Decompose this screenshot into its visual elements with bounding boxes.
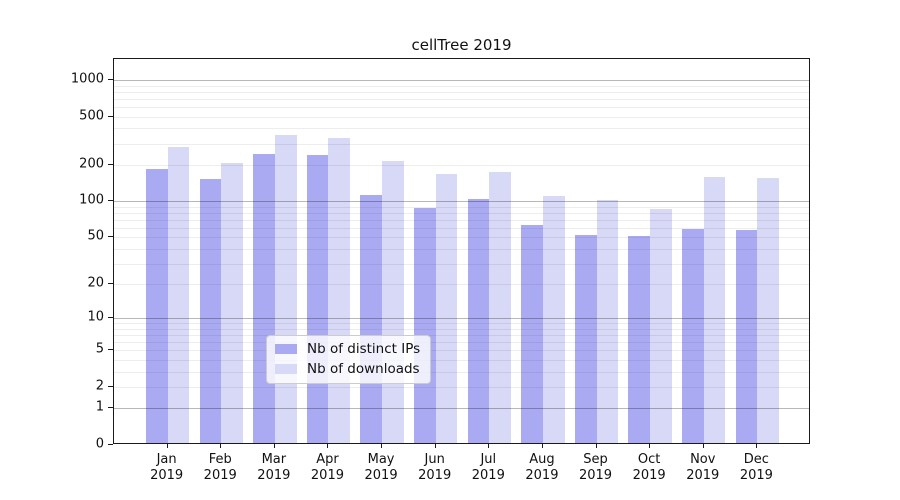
legend-swatch-downloads — [275, 364, 297, 374]
x-tick-label-jan: Jan 2019 — [150, 452, 184, 483]
bar-downloads-jun — [435, 173, 458, 443]
bar-downloads-nov — [703, 177, 726, 443]
y-tick-1000 — [108, 79, 113, 81]
x-tick-label-feb: Feb 2019 — [203, 452, 237, 483]
bar-distinct-ips-apr — [306, 154, 329, 443]
bar-distinct-ips-mar — [253, 153, 275, 443]
x-tick-label-mar: Mar 2019 — [257, 452, 291, 483]
bar-downloads-sep — [596, 199, 619, 443]
bar-distinct-ips-nov — [682, 229, 704, 443]
x-tick-feb — [220, 444, 222, 448]
y-tick-500 — [108, 115, 113, 117]
y-tick-label-5: 5 — [95, 341, 104, 357]
gridline-600 — [114, 106, 809, 108]
x-tick-label-oct: Oct 2019 — [632, 452, 666, 483]
x-tick-jul — [488, 444, 490, 448]
gridline-700 — [114, 98, 809, 100]
y-tick-label-2: 2 — [95, 378, 104, 394]
legend: Nb of distinct IPs Nb of downloads — [266, 335, 432, 384]
y-tick-100 — [108, 200, 113, 202]
bar-downloads-feb — [221, 163, 243, 443]
gridline-200 — [114, 164, 809, 166]
legend-entry: Nb of distinct IPs — [275, 341, 420, 357]
x-tick-label-dec: Dec 2019 — [739, 452, 773, 483]
bar-distinct-ips-dec — [735, 230, 758, 443]
x-tick-label-apr: Apr 2019 — [310, 452, 344, 483]
y-tick-5 — [108, 349, 113, 351]
y-tick-label-50: 50 — [87, 228, 104, 244]
bar-distinct-ips-aug — [521, 225, 543, 443]
bar-downloads-jan — [167, 147, 190, 443]
x-tick-label-aug: Aug 2019 — [525, 452, 559, 483]
x-tick-apr — [327, 444, 329, 448]
x-tick-may — [381, 444, 383, 448]
bar-downloads-oct — [650, 208, 672, 443]
y-tick-label-500: 500 — [79, 108, 104, 124]
bar-downloads-jul — [489, 171, 511, 443]
bar-distinct-ips-jul — [467, 199, 490, 443]
y-tick-label-20: 20 — [87, 275, 104, 291]
bar-distinct-ips-feb — [199, 179, 222, 443]
y-tick-0 — [108, 444, 113, 445]
x-tick-nov — [702, 444, 704, 448]
bar-downloads-dec — [757, 178, 780, 443]
plot-area — [113, 58, 810, 444]
bar-downloads-mar — [274, 135, 297, 443]
x-tick-jun — [434, 444, 436, 448]
y-tick-label-1000: 1000 — [70, 71, 104, 87]
bar-distinct-ips-jan — [145, 168, 168, 443]
legend-swatch-distinct-ips — [275, 344, 297, 354]
legend-entry: Nb of downloads — [275, 361, 420, 377]
y-tick-20 — [108, 283, 113, 285]
x-tick-aug — [541, 444, 543, 448]
x-tick-label-jul: Jul 2019 — [471, 452, 505, 483]
y-tick-1 — [108, 407, 113, 409]
bar-downloads-apr — [328, 138, 351, 443]
x-tick-jan — [166, 444, 168, 448]
legend-label-distinct-ips: Nb of distinct IPs — [307, 341, 421, 357]
x-tick-mar — [273, 444, 275, 448]
x-tick-label-may: May 2019 — [364, 452, 398, 483]
x-tick-label-sep: Sep 2019 — [578, 452, 613, 483]
legend-label-downloads: Nb of downloads — [307, 361, 420, 377]
x-tick-label-jun: Jun 2019 — [418, 452, 452, 483]
x-tick-sep — [595, 444, 597, 448]
bar-distinct-ips-oct — [628, 236, 651, 443]
gridline-1000 — [114, 80, 809, 82]
x-tick-label-nov: Nov 2019 — [686, 452, 720, 483]
y-tick-label-0: 0 — [95, 436, 104, 452]
y-tick-label-10: 10 — [87, 309, 104, 325]
gridline-900 — [114, 85, 809, 87]
gridline-800 — [114, 91, 809, 93]
gridline-300 — [114, 143, 809, 145]
y-tick-50 — [108, 236, 113, 238]
chart-title: cellTree 2019 — [411, 36, 512, 54]
bar-downloads-aug — [542, 196, 565, 443]
x-tick-oct — [649, 444, 651, 448]
y-tick-label-100: 100 — [79, 192, 104, 208]
bar-distinct-ips-sep — [574, 235, 597, 443]
gridline-500 — [114, 116, 809, 118]
y-tick-10 — [108, 317, 113, 319]
bar-downloads-may — [382, 161, 404, 443]
gridline-400 — [114, 128, 809, 130]
y-tick-label-1: 1 — [95, 399, 104, 415]
x-tick-dec — [756, 444, 758, 448]
y-tick-200 — [108, 163, 113, 165]
bar-distinct-ips-may — [360, 195, 383, 443]
y-tick-label-200: 200 — [79, 156, 104, 172]
y-tick-2 — [108, 385, 113, 387]
bar-distinct-ips-jun — [413, 207, 436, 443]
